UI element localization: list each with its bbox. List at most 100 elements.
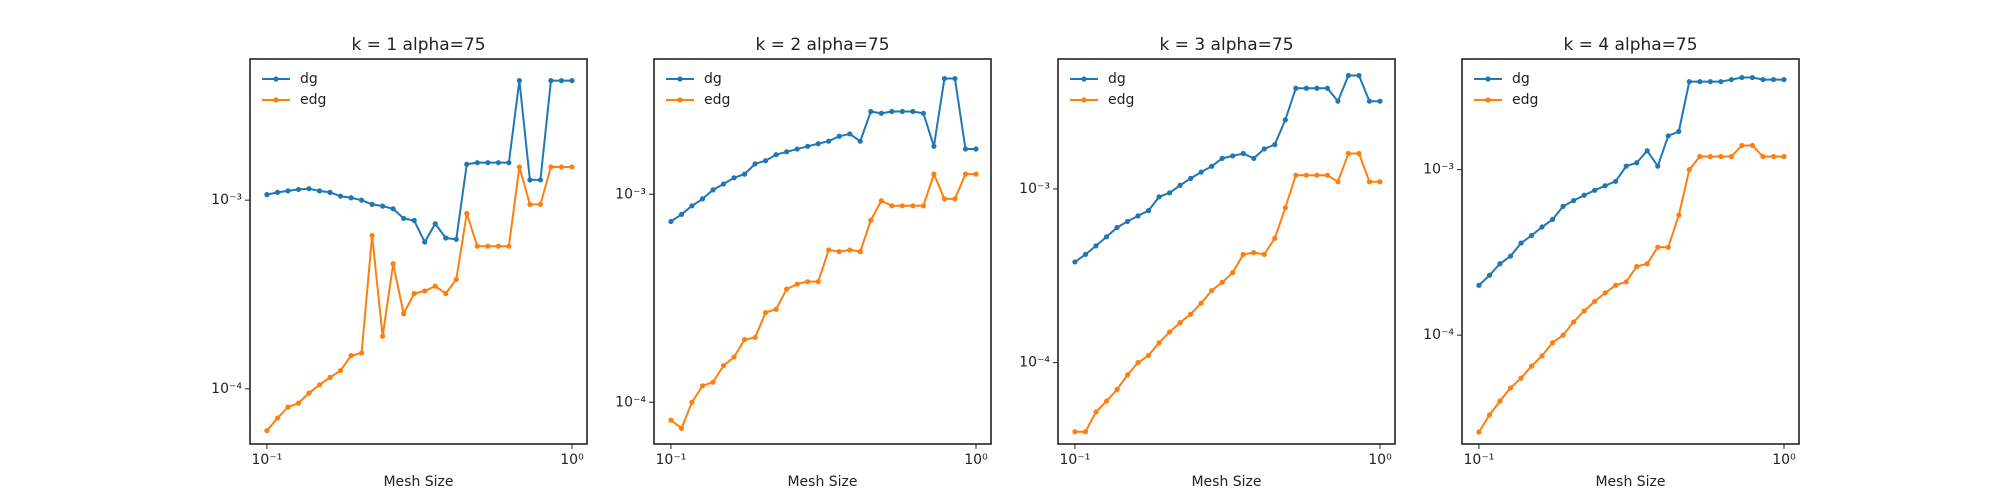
chart-title: k = 2 alpha=75 <box>755 35 889 55</box>
point <box>1581 308 1587 314</box>
point <box>1781 153 1787 160</box>
point <box>327 189 333 195</box>
point <box>1103 234 1110 240</box>
point <box>1707 153 1713 160</box>
point <box>710 187 716 193</box>
point <box>847 247 853 253</box>
point <box>1124 372 1131 378</box>
point <box>1314 172 1320 178</box>
point <box>668 218 674 225</box>
legend-label: dg <box>1108 71 1126 87</box>
point <box>1335 179 1341 185</box>
point <box>815 141 821 147</box>
point <box>1676 128 1682 135</box>
point <box>474 160 480 166</box>
legend-label: edg <box>1512 92 1538 108</box>
point <box>432 283 438 289</box>
point <box>910 203 916 209</box>
point <box>1293 85 1299 91</box>
point <box>422 239 428 245</box>
point <box>1781 76 1787 83</box>
point <box>316 188 323 194</box>
point <box>1476 429 1482 435</box>
point <box>527 201 533 207</box>
point <box>752 161 758 167</box>
point <box>805 279 811 285</box>
point <box>569 78 575 84</box>
point <box>1324 172 1330 178</box>
point <box>1209 163 1215 169</box>
legend-marker <box>677 76 683 82</box>
point <box>1507 385 1514 391</box>
point <box>453 236 459 242</box>
point <box>1166 190 1173 196</box>
point <box>868 108 874 115</box>
point <box>348 195 354 201</box>
point <box>1707 79 1713 85</box>
point <box>1303 85 1309 91</box>
point <box>1114 224 1120 231</box>
point <box>1188 175 1194 182</box>
point <box>1634 160 1640 166</box>
x-axis-label: Mesh Size <box>383 474 453 490</box>
point <box>1219 279 1225 285</box>
point <box>1623 163 1629 169</box>
point <box>1093 243 1099 249</box>
point <box>857 249 863 255</box>
point <box>264 192 270 198</box>
point <box>537 201 544 207</box>
point <box>1156 194 1162 200</box>
point <box>931 143 937 149</box>
point <box>1135 213 1141 219</box>
point <box>1335 98 1341 104</box>
x-axis-label: Mesh Size <box>787 474 857 490</box>
point <box>527 177 533 183</box>
point <box>1486 412 1493 418</box>
point <box>1177 182 1183 188</box>
point <box>274 415 281 421</box>
point <box>1507 253 1514 259</box>
series-line <box>266 165 572 432</box>
point <box>1303 172 1309 178</box>
point <box>710 379 716 385</box>
x-axis-label: Mesh Size <box>1595 474 1665 490</box>
point <box>295 186 302 193</box>
point <box>1686 167 1692 173</box>
point <box>931 171 937 177</box>
x-tick-label: 10⁰ <box>964 452 988 468</box>
point <box>1230 269 1236 276</box>
point <box>548 78 554 84</box>
chart-title: k = 3 alpha=75 <box>1159 35 1293 55</box>
point <box>899 203 905 209</box>
point <box>264 428 270 434</box>
point <box>1718 153 1724 160</box>
point <box>1728 153 1734 160</box>
point <box>868 217 874 223</box>
point <box>1655 163 1661 169</box>
point <box>1665 133 1671 139</box>
point <box>337 193 344 199</box>
chart-title: k = 1 alpha=75 <box>351 35 485 55</box>
point <box>295 400 302 406</box>
point <box>1760 153 1766 160</box>
point <box>548 164 554 170</box>
point <box>668 417 674 423</box>
point <box>558 164 565 170</box>
point <box>1240 251 1246 257</box>
point <box>1676 212 1682 218</box>
point <box>720 181 727 187</box>
point <box>762 309 769 316</box>
point <box>889 203 895 209</box>
point <box>569 164 575 170</box>
point <box>411 290 417 297</box>
x-tick-label: 10⁰ <box>560 452 584 468</box>
point <box>773 152 779 158</box>
point <box>784 286 790 292</box>
point <box>731 354 737 360</box>
point <box>1770 76 1777 83</box>
point <box>878 110 884 116</box>
point <box>443 290 449 297</box>
point <box>1718 79 1724 85</box>
point <box>1261 251 1267 257</box>
